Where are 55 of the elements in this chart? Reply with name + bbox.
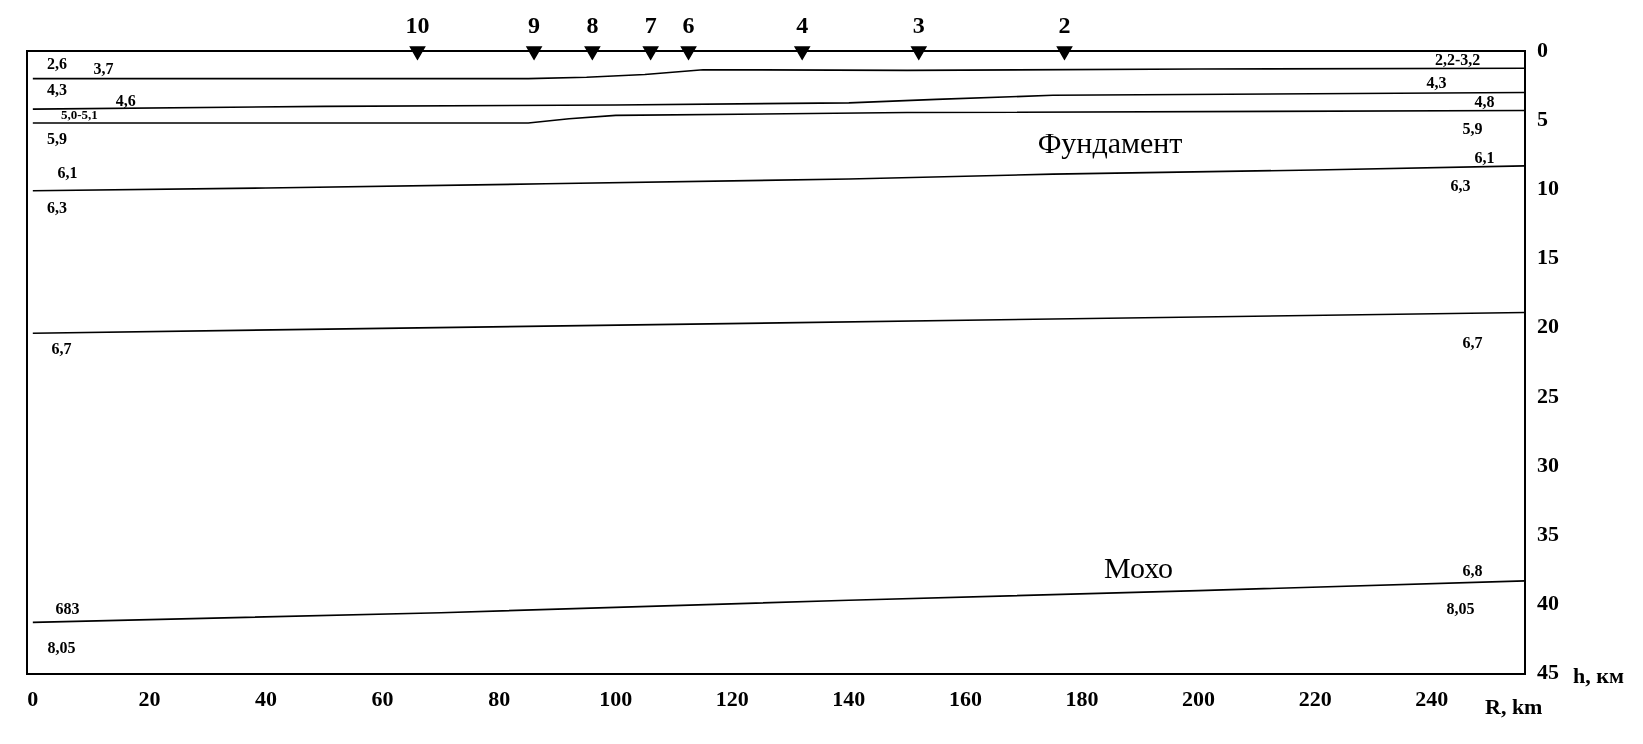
y-tick-label: 10 — [1537, 175, 1559, 201]
annotation: 8,05 — [47, 638, 76, 656]
annotation: 683 — [55, 600, 80, 618]
y-tick-label: 25 — [1537, 382, 1559, 408]
annotation: 4,6 — [115, 92, 136, 110]
annotation: 2,6 — [46, 54, 67, 72]
x-tick-label: 140 — [832, 686, 866, 712]
annotation: 6,1 — [57, 164, 78, 182]
y-tick-label: 5 — [1537, 105, 1548, 131]
annotation: 3,7 — [93, 60, 114, 78]
annotation: 2 — [1058, 12, 1071, 39]
x-tick-label: 60 — [371, 686, 394, 712]
annotation: 5,9 — [1462, 120, 1483, 138]
annotation: 3 — [912, 12, 925, 39]
annotation: 2,2-3,2 — [1434, 51, 1481, 69]
annotation: 4,3 — [46, 80, 67, 98]
y-axis-title: h, км — [1573, 663, 1624, 689]
annotation: 4,3 — [1426, 74, 1447, 92]
annotation: 6 — [682, 12, 695, 39]
x-tick-label: 80 — [488, 686, 511, 712]
x-tick-label: 240 — [1415, 686, 1449, 712]
x-tick-label: 20 — [138, 686, 161, 712]
y-tick-label: 35 — [1537, 520, 1559, 546]
y-tick-label: 15 — [1537, 244, 1559, 270]
annotation: Фундамент — [1037, 125, 1183, 159]
x-tick-label: 40 — [254, 686, 277, 712]
annotation: 4 — [796, 12, 809, 39]
x-tick-label: 0 — [27, 686, 39, 712]
x-axis-title: R, km — [1485, 694, 1543, 720]
x-tick-label: 200 — [1182, 686, 1216, 712]
x-tick-label: 220 — [1298, 686, 1332, 712]
y-tick-label: 45 — [1537, 659, 1559, 685]
annotation: 6,7 — [1462, 334, 1483, 352]
y-tick-label: 0 — [1537, 36, 1548, 62]
x-tick-label: 160 — [948, 686, 982, 712]
annotation: 6,3 — [1450, 176, 1471, 194]
annotation: 6,7 — [51, 339, 72, 357]
y-tick-label: 40 — [1537, 590, 1559, 616]
annotation: 8 — [586, 12, 599, 39]
annotation: 10 — [405, 12, 430, 39]
annotation: 5,0-5,1 — [61, 107, 98, 123]
annotation: 9 — [528, 12, 541, 39]
annotation: 7 — [644, 12, 657, 39]
x-tick-label: 180 — [1065, 686, 1099, 712]
x-tick-label: 100 — [599, 686, 633, 712]
annotation: 6,1 — [1474, 148, 1495, 166]
y-tick-label: 30 — [1537, 451, 1559, 477]
y-tick-label: 20 — [1537, 313, 1559, 339]
annotation: 4,8 — [1474, 93, 1495, 111]
annotation: 5,9 — [46, 129, 67, 147]
annotation: 6,3 — [46, 198, 67, 216]
annotation: 6,8 — [1462, 561, 1483, 579]
annotation: 8,05 — [1446, 600, 1475, 618]
annotation: Мохо — [1103, 550, 1174, 584]
x-tick-label: 120 — [715, 686, 749, 712]
